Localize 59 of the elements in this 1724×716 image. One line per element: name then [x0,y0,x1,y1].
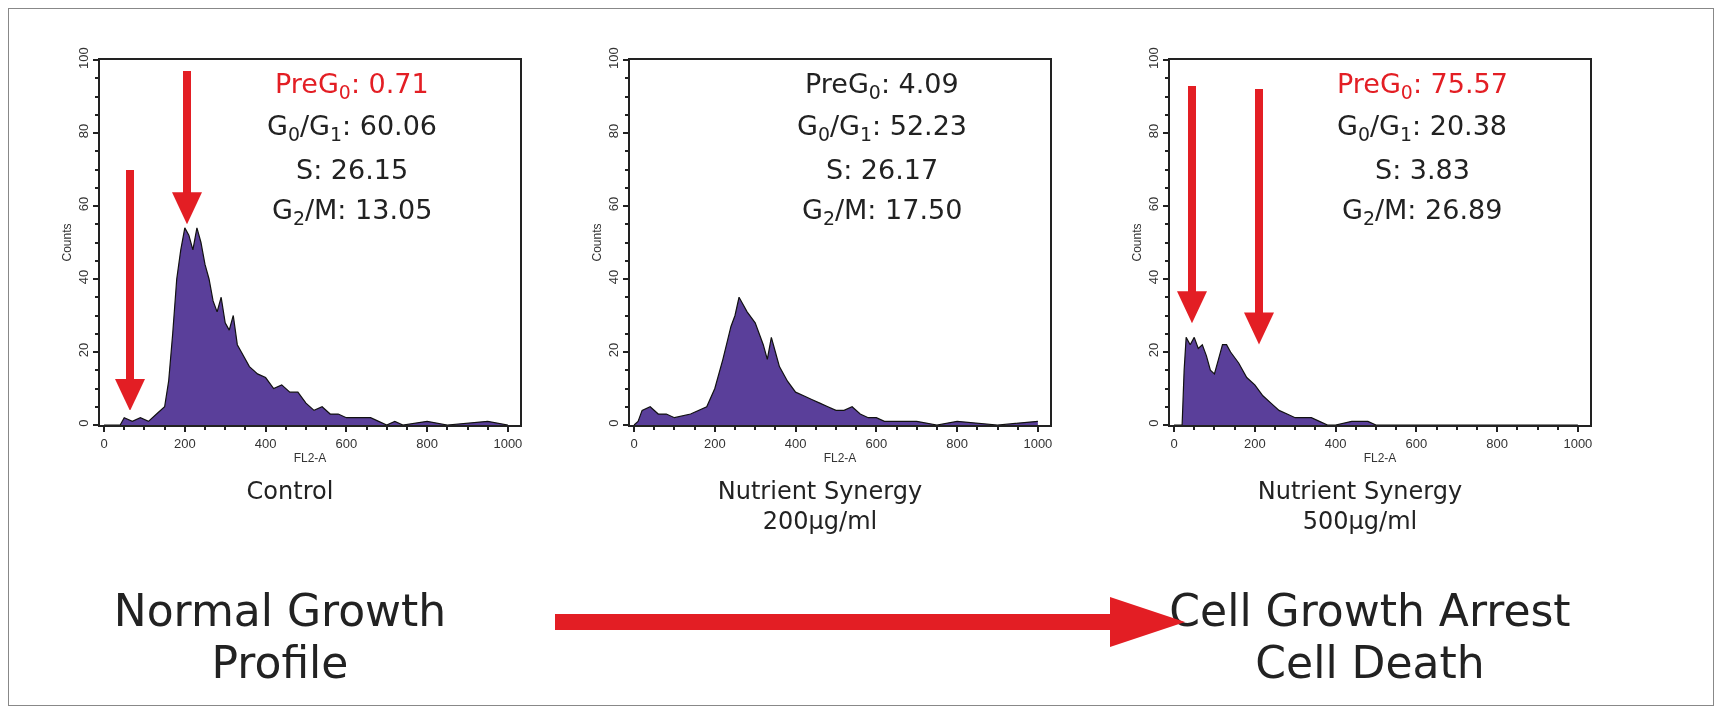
x-axis-title: FL2-A [293,451,327,465]
x-tick-label: 800 [416,435,438,451]
y-tick-label: 0 [75,419,91,427]
x-tick-label: 1000 [1563,435,1593,451]
text: Normal Growth Profile [112,585,448,689]
x-tick-label: 200 [173,435,196,451]
x-tick-label: 0 [630,435,638,451]
y-tick-label: 40 [75,269,91,285]
y-axis-title: Counts [59,223,74,262]
x-tick-label: 0 [1170,435,1178,451]
y-tick-label: 100 [1145,47,1161,69]
y-tick-label: 0 [1145,419,1161,427]
y-tick-label: 60 [75,196,91,212]
annotation: G$_{0}$/G$_{1}$: 20.38 [1337,110,1508,145]
x-tick-label: 200 [703,435,726,451]
text: Nutrient Synergy 500µg/ml [1256,476,1464,536]
y-tick-label: 20 [75,342,91,358]
annotation: G$_{2}$/M: 26.89 [1342,194,1503,229]
x-tick-label: 1000 [1023,435,1053,451]
y-tick-label: 80 [605,123,621,139]
y-axis-title: Counts [589,223,604,262]
y-tick-label: 60 [1145,196,1161,212]
y-tick-label: 40 [605,269,621,285]
annotation: S: 3.83 [1375,154,1470,185]
text: Nutrient Synergy 200µg/ml [716,476,924,536]
annotation: G$_{2}$/M: 17.50 [802,194,963,229]
annotation: PreG$_{0}$: 75.57 [1337,68,1508,103]
x-tick-label: 0 [100,435,108,451]
x-tick-label: 800 [1486,435,1508,451]
y-tick-label: 40 [1145,269,1161,285]
annotation: G$_{2}$/M: 13.05 [272,194,433,229]
x-tick-label: 400 [784,435,807,451]
x-tick-label: 800 [946,435,968,451]
text: Cell Growth Arrest Cell Death [1168,585,1572,689]
annotation: S: 26.15 [296,154,409,185]
text: Control [245,476,335,506]
y-tick-label: 60 [605,196,621,212]
y-tick-label: 20 [605,342,621,358]
x-tick-label: 600 [335,435,358,451]
y-tick-label: 80 [75,123,91,139]
annotation: G$_{0}$/G$_{1}$: 60.06 [267,110,438,145]
y-axis-title: Counts [1129,223,1144,262]
y-tick-label: 100 [75,47,91,69]
x-tick-label: 400 [254,435,277,451]
annotation: G$_{0}$/G$_{1}$: 52.23 [797,110,968,145]
annotation: PreG$_{0}$: 4.09 [805,68,959,103]
x-tick-label: 200 [1243,435,1266,451]
x-axis-title: FL2-A [1363,451,1397,465]
x-tick-label: 600 [1405,435,1428,451]
y-tick-label: 20 [1145,342,1161,358]
y-tick-label: 100 [605,47,621,69]
y-tick-label: 80 [1145,123,1161,139]
x-axis-title: FL2-A [823,451,857,465]
x-tick-label: 400 [1324,435,1347,451]
y-tick-label: 0 [605,419,621,427]
annotation: S: 26.17 [826,154,939,185]
x-tick-label: 1000 [493,435,523,451]
annotation: PreG$_{0}$: 0.71 [275,68,429,103]
x-tick-label: 600 [865,435,888,451]
